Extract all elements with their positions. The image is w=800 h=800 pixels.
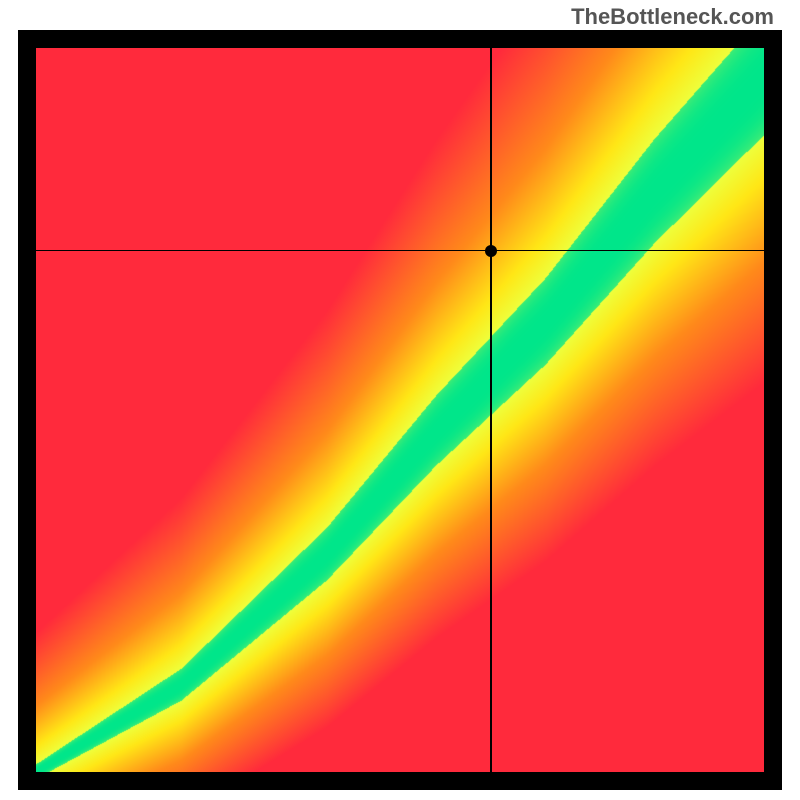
data-point-marker — [485, 245, 497, 257]
crosshair-horizontal — [36, 250, 764, 252]
crosshair-vertical — [490, 48, 492, 772]
plot-area — [36, 48, 764, 772]
watermark-text: TheBottleneck.com — [571, 4, 774, 30]
heatmap-canvas — [36, 48, 764, 772]
chart-container: TheBottleneck.com — [0, 0, 800, 800]
